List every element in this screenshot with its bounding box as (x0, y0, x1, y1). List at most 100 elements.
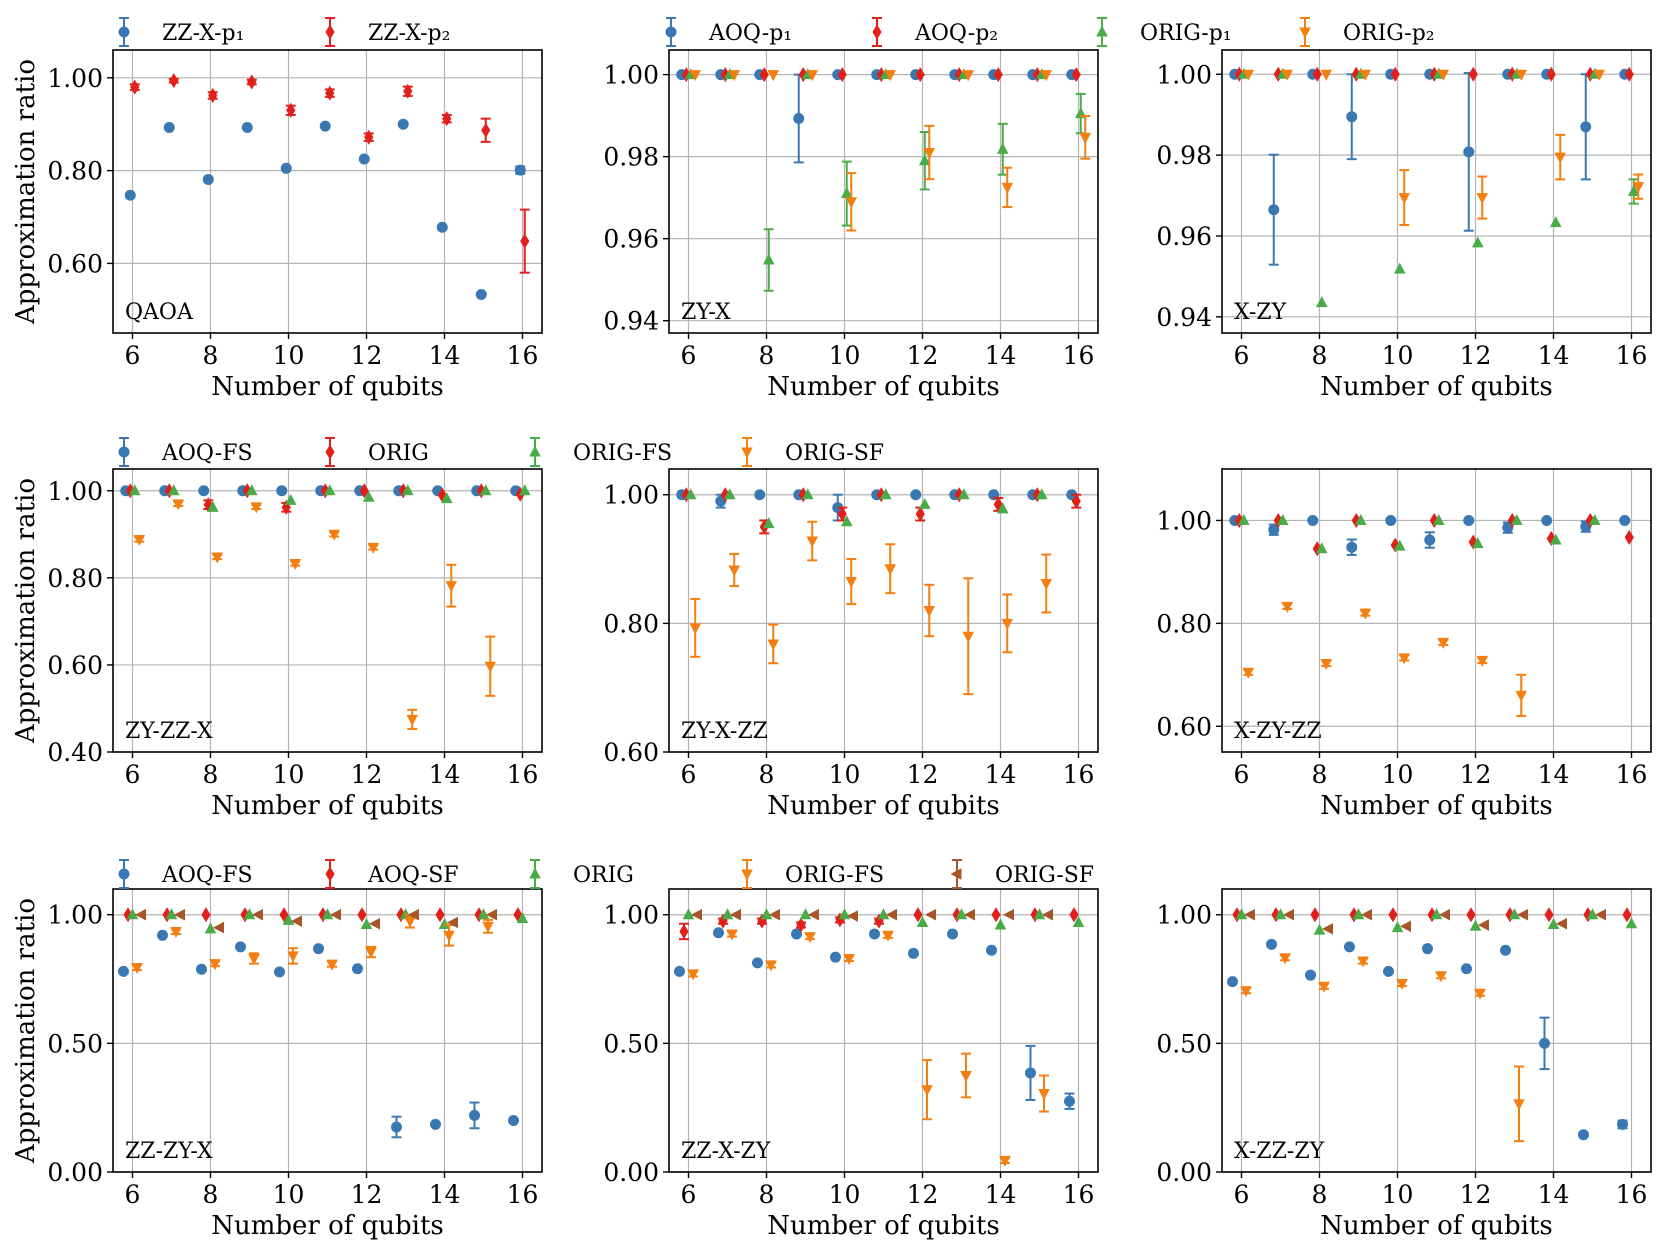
data-point (1042, 908, 1053, 921)
data-point (767, 639, 780, 651)
data-point (804, 932, 816, 944)
data-point (915, 506, 925, 522)
x-tick-label: 6 (1234, 341, 1250, 370)
data-point (1351, 66, 1361, 82)
data-point (910, 489, 922, 501)
data-point (1437, 69, 1450, 81)
data-point (289, 558, 302, 570)
data-point (1346, 111, 1358, 123)
data-point (1032, 487, 1042, 503)
data-point (1517, 908, 1528, 921)
chart-panel-3: 6 8 10 12 14 16 0.94 0.96 0.98 1.00 X-ZY Number of … (1156, 49, 1652, 402)
x-tick-label: 14 (985, 1180, 1017, 1209)
x-tick-label: 10 (273, 341, 305, 370)
panel-label: QAOA (125, 300, 194, 325)
y-tick-label: 0.60 (47, 249, 103, 278)
data-point (769, 908, 780, 921)
data-point (208, 87, 218, 103)
data-point (1040, 578, 1053, 590)
data-point (1038, 1089, 1050, 1101)
legend-marker (1299, 27, 1311, 39)
data-point (1315, 296, 1328, 308)
data-point (730, 908, 741, 921)
data-point (1235, 908, 1248, 920)
x-tick-label: 14 (1538, 341, 1570, 370)
data-point (1468, 534, 1478, 550)
y-tick-label: 0.98 (1156, 141, 1212, 170)
data-point (367, 542, 380, 554)
data-point (955, 908, 968, 920)
data-point (1586, 908, 1599, 920)
data-point (247, 74, 257, 90)
data-point (1439, 908, 1450, 921)
data-point (684, 488, 697, 500)
data-point (1625, 917, 1638, 929)
data-point (845, 197, 858, 209)
legend-label: AOQ-p₂ (914, 21, 998, 46)
x-tick-label: 6 (1234, 1180, 1250, 1209)
data-point (330, 908, 341, 921)
data-point (1273, 512, 1283, 528)
data-point (1556, 917, 1567, 930)
data-point (679, 923, 689, 939)
legend-row-2: AOQ-FS ORIG ORIG-FS ORIG-SF (118, 437, 884, 467)
data-point (196, 963, 207, 975)
data-point (1318, 981, 1330, 993)
data-point (211, 552, 224, 564)
data-point (477, 908, 490, 920)
data-point (1430, 908, 1443, 920)
data-point (438, 918, 451, 930)
x-tick-label: 10 (829, 760, 861, 789)
data-point (1546, 530, 1556, 546)
data-point (1463, 146, 1475, 158)
data-point (1583, 907, 1593, 923)
y-tick-label: 1.00 (47, 477, 103, 506)
data-point (442, 111, 452, 127)
data-point (916, 915, 929, 927)
y-tick-label: 0.80 (1156, 609, 1212, 638)
data-point (1393, 539, 1406, 551)
data-point (1320, 658, 1333, 670)
data-point (469, 1109, 480, 1121)
legend-marker (325, 24, 335, 40)
data-point (793, 112, 805, 124)
data-point (760, 908, 773, 920)
data-point (1627, 185, 1640, 196)
data-point (1032, 67, 1042, 83)
data-point (1385, 514, 1397, 526)
x-tick-label: 8 (1312, 1180, 1328, 1209)
y-tick-label: 0.80 (47, 157, 103, 186)
x-tick-label: 6 (125, 341, 141, 370)
data-point (1071, 67, 1081, 83)
data-point (1361, 908, 1372, 921)
data-point (280, 162, 292, 174)
chart-panel-5: 6 8 10 12 14 16 0.60 0.80 1.00 ZY-X-ZZ Number of q… (603, 468, 1099, 821)
data-point (508, 1115, 519, 1127)
data-point (406, 714, 419, 726)
data-point (845, 577, 858, 589)
data-point (1544, 907, 1554, 923)
x-tick-label: 8 (1312, 760, 1328, 789)
data-point (726, 929, 738, 941)
legend-label: ORIG-p₁ (1140, 21, 1232, 46)
legend-label: ZZ-X-p₁ (162, 21, 244, 46)
legend-marker (118, 446, 130, 458)
data-point (484, 661, 497, 673)
chart-panel-6: 6 8 10 12 14 16 0.60 0.80 1.00 X-ZY-ZZ Number of q… (1156, 468, 1652, 821)
data-point (691, 908, 702, 921)
y-tick-label: 0.94 (603, 307, 659, 336)
x-tick-label: 8 (759, 1180, 775, 1209)
legend-marker (118, 26, 130, 38)
data-point (806, 70, 819, 82)
data-point (1313, 923, 1326, 935)
data-point (921, 1085, 933, 1097)
data-point (918, 154, 931, 166)
data-point (1547, 918, 1560, 930)
data-point (1001, 182, 1014, 194)
data-point (1400, 920, 1411, 933)
data-point (1505, 907, 1515, 923)
data-point (808, 908, 819, 921)
data-point (1352, 908, 1365, 920)
data-point (397, 118, 409, 130)
x-axis-label: Number of qubits (1320, 372, 1553, 402)
